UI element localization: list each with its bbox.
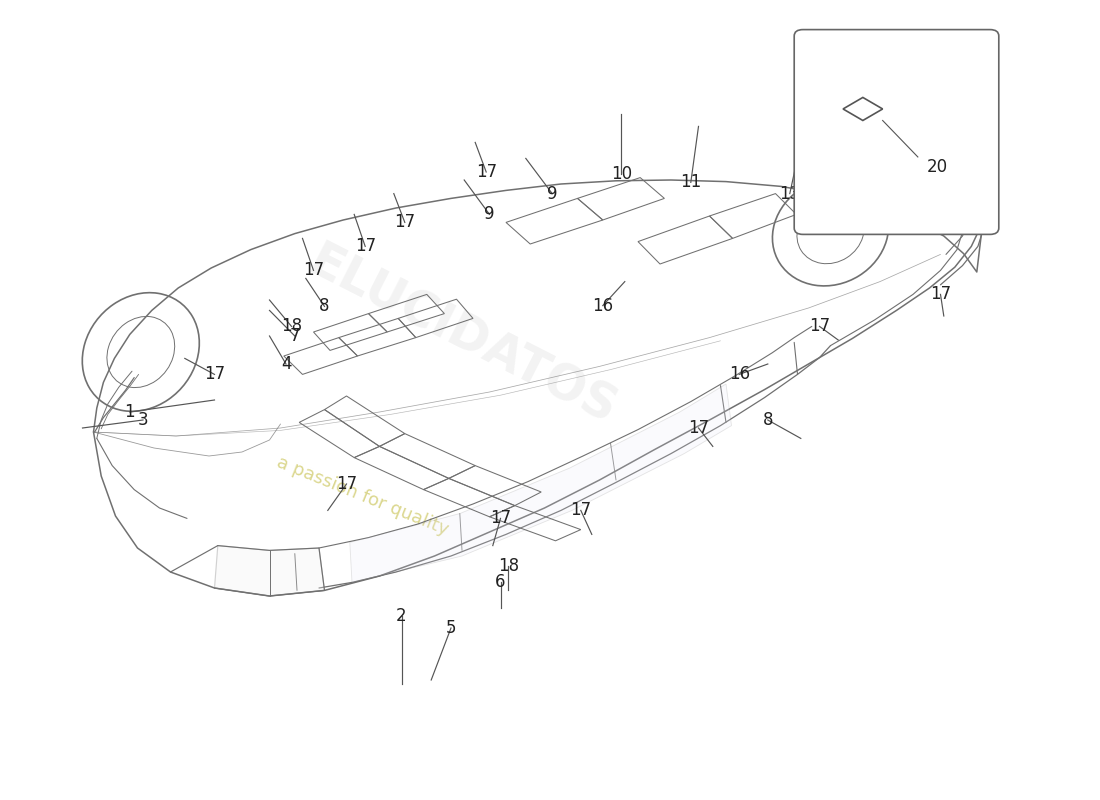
Text: 10: 10 [610,166,632,183]
FancyBboxPatch shape [794,30,999,234]
Text: 17: 17 [354,238,376,255]
Text: 12: 12 [808,198,830,215]
Text: 16: 16 [592,297,614,314]
Text: 9: 9 [484,206,495,223]
Polygon shape [350,384,732,582]
Text: ELUCIDATOS: ELUCIDATOS [300,238,624,434]
Polygon shape [214,546,324,596]
Text: 19: 19 [882,195,904,213]
Text: 16: 16 [728,366,750,383]
Text: 17: 17 [688,419,710,437]
Text: 8: 8 [762,411,773,429]
Text: 17: 17 [475,163,497,181]
Text: 4: 4 [280,355,292,373]
Text: 17: 17 [302,262,324,279]
Text: 20: 20 [927,158,948,175]
Text: 16: 16 [904,209,926,226]
Text: 2: 2 [396,607,407,625]
Text: 11: 11 [680,174,702,191]
Text: 17: 17 [930,286,952,303]
Text: 13: 13 [779,185,801,202]
Text: 8: 8 [319,298,330,315]
Text: 17: 17 [570,502,592,519]
Text: 17: 17 [394,214,416,231]
Text: 14: 14 [827,209,849,226]
Text: 5: 5 [446,619,456,637]
Text: 1: 1 [124,403,135,421]
Text: 18: 18 [280,318,302,335]
Text: a passion for quality: a passion for quality [274,454,452,538]
Text: 7: 7 [289,327,300,345]
Text: 3: 3 [138,411,148,429]
Text: 9: 9 [547,185,558,202]
Text: 6: 6 [495,574,506,591]
Text: 18: 18 [497,558,519,575]
Text: 17: 17 [808,318,830,335]
Text: 17: 17 [204,366,226,383]
Text: 17: 17 [490,510,512,527]
Text: 17: 17 [336,475,358,493]
